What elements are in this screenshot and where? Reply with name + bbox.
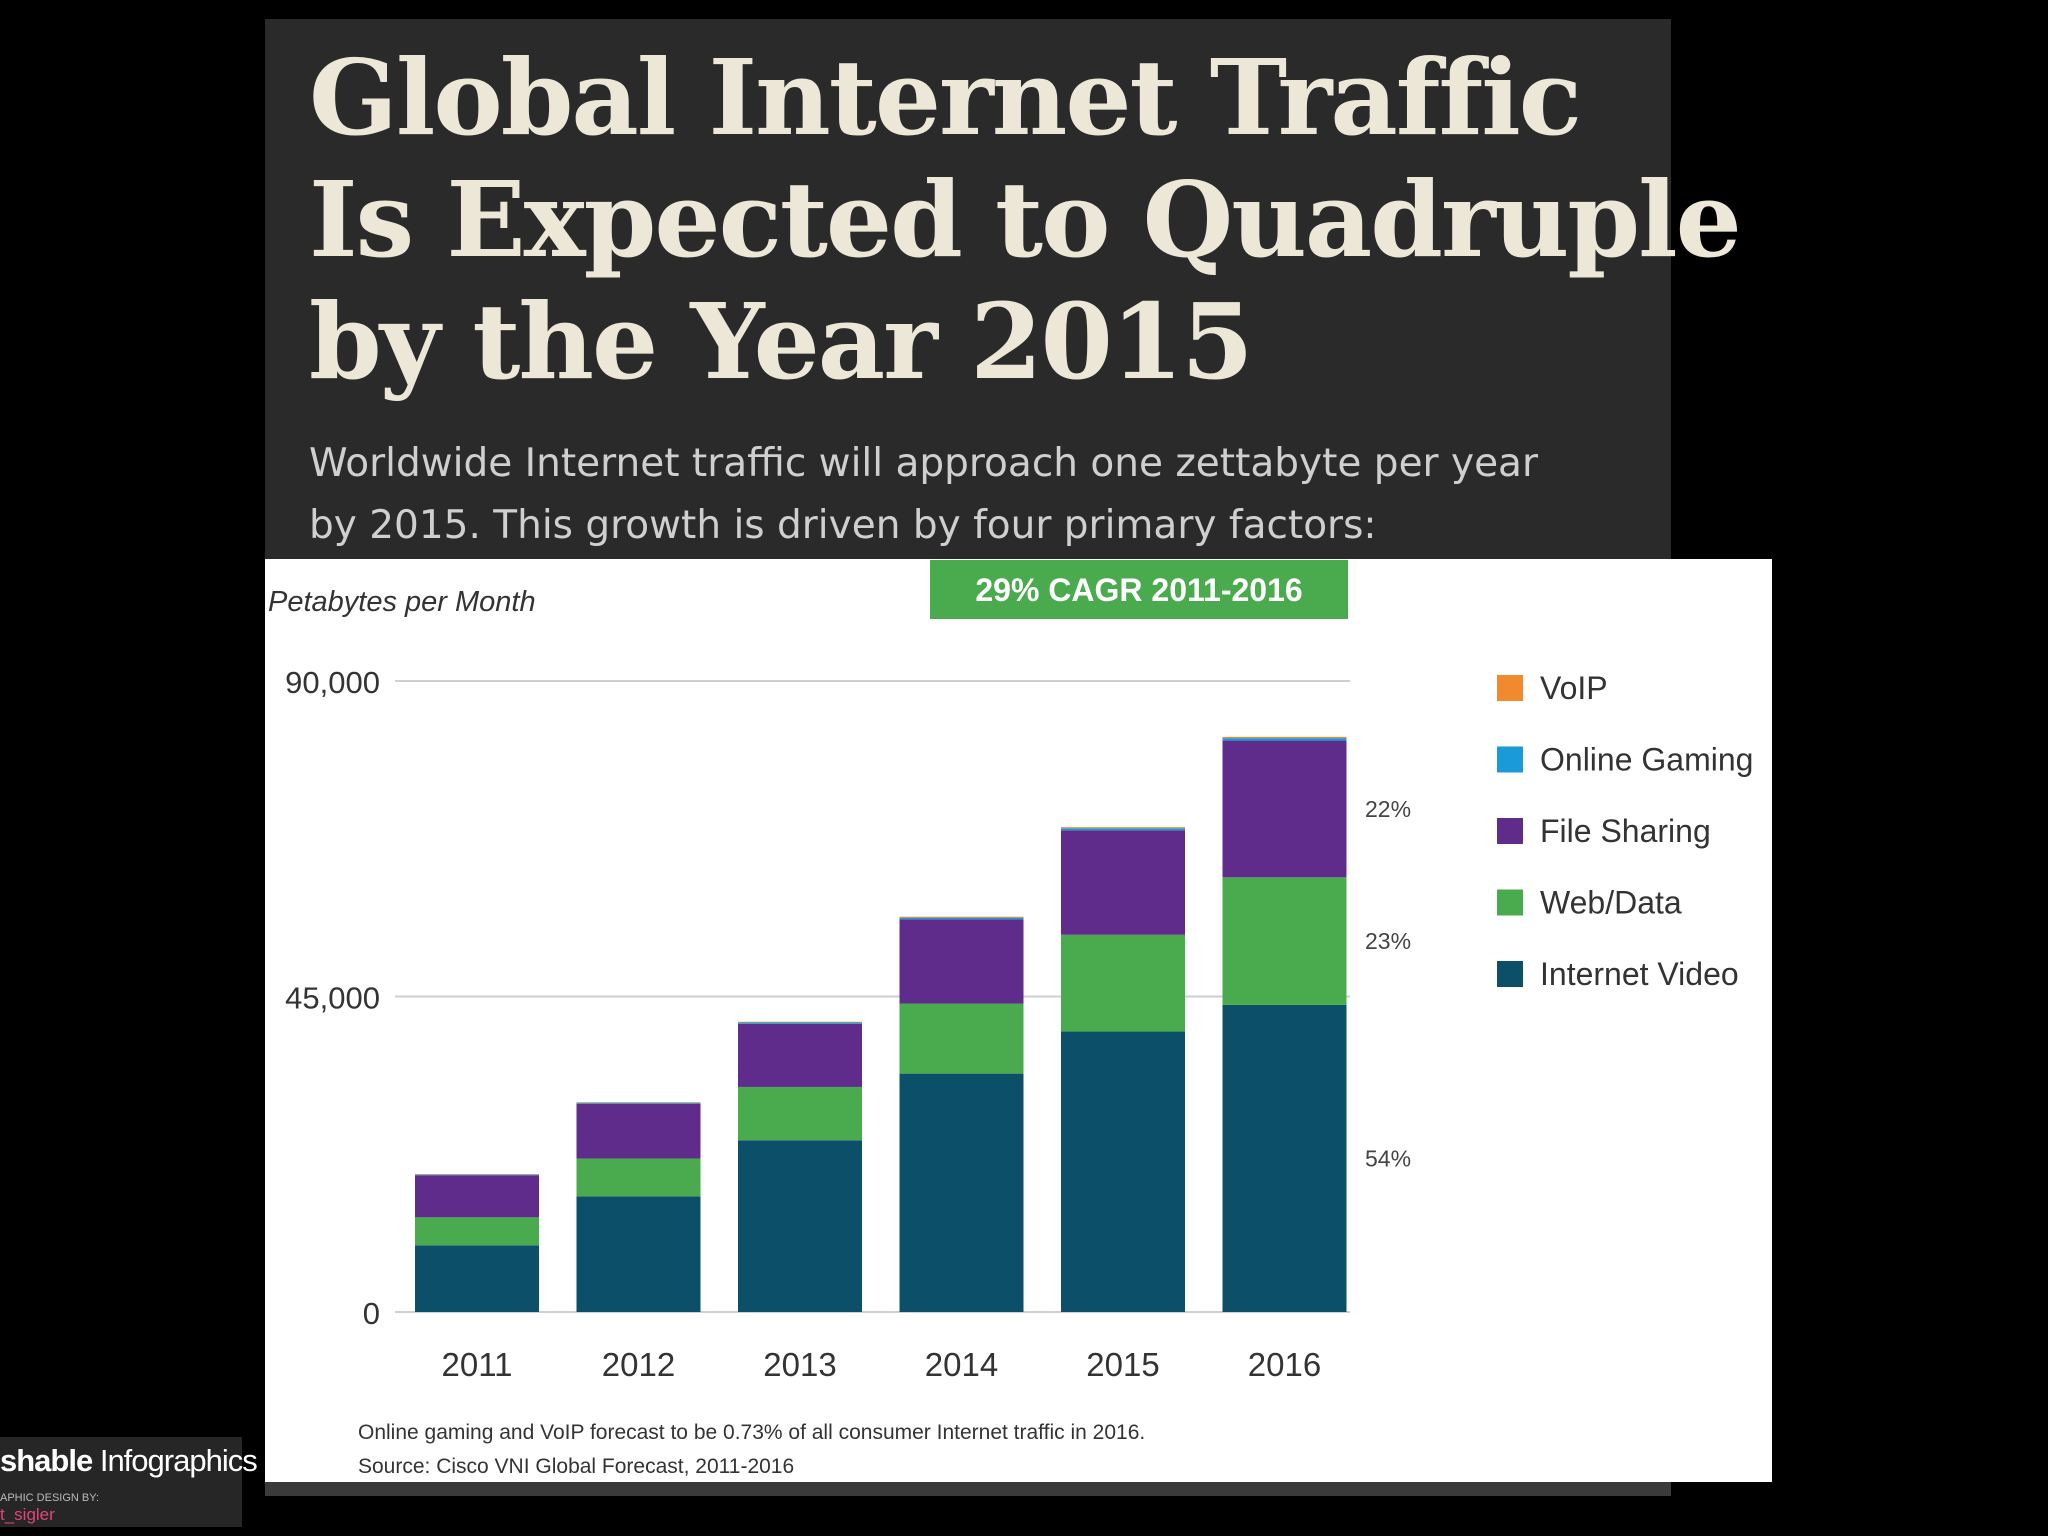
brand-logo: shable Infographics	[0, 1443, 258, 1479]
brand-box: shable Infographics APHIC DESIGN BY: t_s…	[0, 1437, 258, 1527]
header-panel: Global Internet Traffic Is Expected to Q…	[265, 19, 1742, 559]
headline-line-2: Is Expected to Quadruple	[309, 158, 1742, 281]
y-tick-label: 45,000	[285, 981, 380, 1016]
bar-segment-internet-video	[415, 1245, 539, 1312]
bar-segment-online-gaming	[415, 1174, 539, 1176]
bar-segment-web-data	[899, 1003, 1024, 1074]
subtitle-line-1: Worldwide Internet traffic will approach…	[309, 441, 1538, 486]
y-tick-label: 90,000	[285, 665, 380, 700]
bar-segment-file-sharing	[899, 919, 1024, 1004]
share-label: 54%	[1365, 1145, 1411, 1171]
legend-swatch	[1497, 675, 1523, 701]
share-label: 22%	[1365, 796, 1411, 822]
headline-line-3: by the Year 2015	[309, 280, 1254, 403]
brand-author: t_sigler	[0, 1505, 55, 1524]
bar-segment-file-sharing	[415, 1175, 539, 1218]
bar-segment-file-sharing	[1061, 830, 1185, 935]
bar-segment-web-data	[576, 1158, 701, 1197]
bar-segment-web-data	[1222, 877, 1347, 1005]
bar-segment-voip	[576, 1102, 701, 1103]
x-tick-label: 2013	[763, 1346, 836, 1383]
bar-segment-web-data	[738, 1086, 862, 1141]
bar-segment-online-gaming	[576, 1102, 701, 1104]
legend-swatch	[1497, 818, 1523, 844]
bar-segment-file-sharing	[738, 1023, 862, 1087]
headline: Global Internet Traffic Is Expected to Q…	[309, 36, 1742, 403]
bar-segment-voip	[738, 1021, 862, 1023]
legend-label: Online Gaming	[1540, 742, 1753, 778]
bar-segment-web-data	[415, 1217, 539, 1246]
x-tick-label: 2014	[925, 1346, 998, 1383]
bar-segment-voip	[1061, 827, 1185, 829]
bar-segment-voip	[1222, 736, 1347, 739]
chart-footnote: Online gaming and VoIP forecast to be 0.…	[358, 1421, 1145, 1444]
legend-label: Internet Video	[1540, 956, 1739, 992]
legend-label: Web/Data	[1540, 885, 1682, 921]
bar-segment-internet-video	[576, 1196, 701, 1312]
x-tick-label: 2011	[442, 1346, 513, 1383]
headline-line-1: Global Internet Traffic	[309, 36, 1582, 159]
bar-segment-online-gaming	[738, 1022, 862, 1024]
bar-segment-online-gaming	[899, 917, 1024, 920]
card-bottom-band	[265, 1482, 1671, 1496]
bar-segment-file-sharing	[576, 1103, 701, 1159]
x-tick-label: 2016	[1248, 1346, 1321, 1383]
x-tick-label: 2012	[602, 1346, 675, 1383]
cagr-badge-label: 29% CAGR 2011-2016	[975, 572, 1302, 608]
y-tick-label: 0	[363, 1296, 380, 1331]
traffic-chart: Petabytes per Month 29% CAGR 2011-2016 O…	[268, 560, 1753, 1478]
bar-segment-online-gaming	[1061, 828, 1185, 831]
bar-segment-online-gaming	[1222, 738, 1347, 741]
bar-segment-internet-video	[1061, 1031, 1185, 1312]
cagr-badge	[930, 560, 1348, 619]
bar-segment-internet-video	[899, 1073, 1024, 1312]
brand-credit: APHIC DESIGN BY:	[0, 1492, 100, 1504]
chart-card: Petabytes per Month 29% CAGR 2011-2016 O…	[265, 559, 1772, 1482]
brand-name-bold: shable	[0, 1443, 93, 1478]
bar-segment-voip	[899, 916, 1024, 918]
bar-segment-web-data	[1061, 934, 1185, 1032]
bar-segment-internet-video	[1222, 1004, 1347, 1312]
legend-swatch	[1497, 961, 1523, 987]
legend-label: VoIP	[1540, 670, 1608, 706]
legend-swatch	[1497, 746, 1523, 773]
brand-name-light: Infographics	[92, 1443, 258, 1478]
subtitle: Worldwide Internet traffic will approach…	[309, 433, 1639, 557]
bar-segment-file-sharing	[1222, 740, 1347, 878]
chart-source: Source: Cisco VNI Global Forecast, 2011-…	[358, 1455, 794, 1478]
x-tick-label: 2015	[1086, 1346, 1159, 1383]
legend-label: File Sharing	[1540, 813, 1711, 849]
legend-swatch	[1497, 889, 1523, 916]
share-label: 23%	[1365, 928, 1411, 954]
bar-segment-internet-video	[738, 1140, 862, 1312]
y-axis-title: Petabytes per Month	[268, 586, 536, 618]
subtitle-line-2: by 2015. This growth is driven by four p…	[309, 503, 1377, 548]
